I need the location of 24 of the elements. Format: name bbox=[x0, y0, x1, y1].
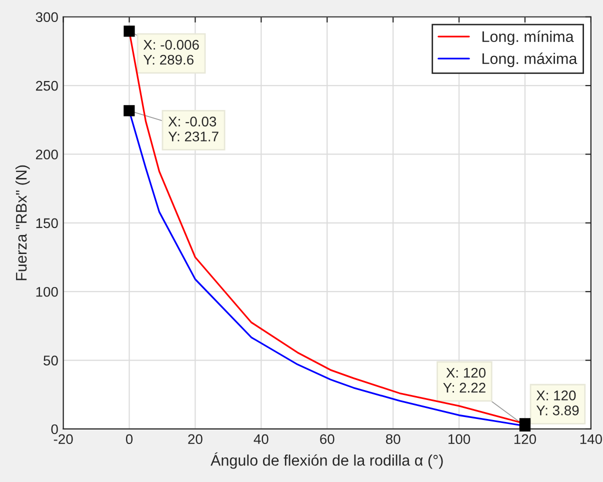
x-tick-label: 140 bbox=[580, 434, 602, 444]
x-tick-label: 20 bbox=[188, 434, 202, 444]
y-tick-label: 150 bbox=[36, 218, 58, 228]
x-tick-label: 60 bbox=[320, 434, 334, 444]
x-tick-label: 0 bbox=[126, 434, 133, 444]
x-tick-label: 80 bbox=[386, 434, 400, 444]
y-tick-label: 50 bbox=[44, 356, 58, 366]
y-tick-label: 200 bbox=[36, 150, 58, 160]
legend-label: Long. máxima bbox=[482, 52, 578, 68]
annotation: X: -0.03 Y: 231.7 bbox=[168, 116, 218, 142]
x-tick-label: -20 bbox=[54, 434, 73, 444]
x-tick-label: 40 bbox=[254, 434, 268, 444]
annotation: X: 120 Y: 3.89 bbox=[536, 390, 579, 416]
x-axis-title: Ángulo de flexión de la rodilla α (°) bbox=[210, 452, 443, 469]
x-tick-label: 100 bbox=[448, 434, 470, 444]
legend-label: Long. mínima bbox=[482, 30, 574, 46]
y-tick-label: 300 bbox=[36, 12, 58, 22]
annotation: X: -0.006 Y: 289.6 bbox=[143, 40, 199, 65]
y-tick-label: 0 bbox=[51, 424, 58, 434]
annotation: X: 120 Y: 2.22 bbox=[443, 368, 486, 392]
y-axis-title: Fuerza "RBx" (N) bbox=[15, 165, 30, 280]
y-tick-label: 250 bbox=[36, 80, 58, 91]
y-tick-label: 100 bbox=[36, 286, 58, 297]
x-tick-label: 120 bbox=[514, 434, 536, 444]
